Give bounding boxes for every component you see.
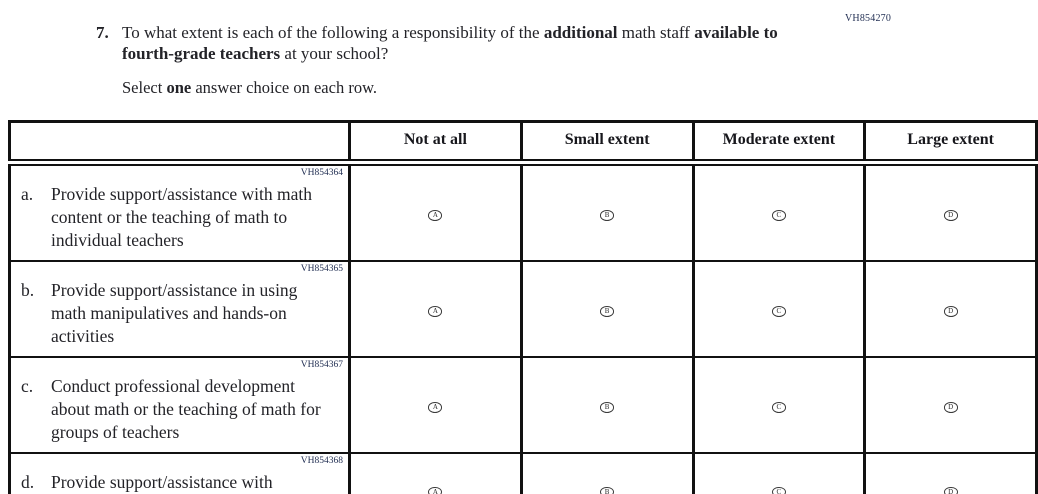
- answer-cell: C: [691, 356, 867, 454]
- column-header-2: Small extent: [519, 120, 695, 166]
- radio-option-b[interactable]: B: [600, 306, 615, 317]
- radio-option-d[interactable]: D: [943, 486, 958, 494]
- answer-cell: D: [863, 356, 1038, 454]
- row-stub-cell: VH854368 d. Provide support/assistance wit…: [8, 452, 351, 494]
- radio-letter: C: [776, 306, 782, 315]
- column-header-4: Large extent: [863, 120, 1038, 166]
- row-code: VH854365: [300, 264, 343, 274]
- answer-cell: B: [519, 356, 695, 454]
- radio-option-a[interactable]: A: [428, 306, 443, 317]
- radio-letter: D: [948, 402, 954, 411]
- row-letter: c.: [21, 376, 34, 396]
- radio-letter: A: [432, 487, 438, 494]
- row-text: Provide support/assistance in using math…: [51, 280, 298, 346]
- answer-cell: C: [691, 161, 867, 262]
- answer-cell: B: [519, 161, 695, 262]
- radio-option-d[interactable]: D: [943, 210, 958, 221]
- answer-cell: B: [519, 260, 695, 358]
- row-letter: b.: [21, 280, 35, 300]
- answer-cell: A: [348, 161, 523, 262]
- radio-letter: B: [604, 210, 610, 219]
- row-code: VH854364: [300, 168, 343, 178]
- row-letter: a.: [21, 184, 34, 204]
- table-row-a: VH854364 a. Provide support/assistance wit…: [8, 161, 1038, 262]
- radio-option-c[interactable]: C: [771, 210, 786, 221]
- row-letter: d.: [21, 472, 35, 492]
- header-row: Not at all Small extent Moderate extent Lar…: [8, 120, 1038, 166]
- table-row-d: VH854368 d. Provide support/assistance wit…: [8, 452, 1038, 494]
- question-text: To what extent is each of the following …: [122, 23, 778, 63]
- radio-letter: C: [776, 402, 782, 411]
- radio-letter: B: [604, 402, 610, 411]
- radio-option-d[interactable]: D: [943, 402, 958, 413]
- row-text: Conduct professional development about m…: [51, 376, 321, 442]
- answer-cell: A: [348, 356, 523, 454]
- answer-cell: A: [348, 452, 523, 494]
- answer-cell: D: [863, 452, 1038, 494]
- radio-option-c[interactable]: C: [771, 306, 786, 317]
- answer-cell: C: [691, 260, 867, 358]
- radio-letter: A: [432, 306, 438, 315]
- radio-letter: D: [948, 487, 954, 494]
- row-code: VH854368: [300, 456, 343, 466]
- radio-option-a[interactable]: A: [428, 210, 443, 221]
- radio-letter: D: [948, 306, 954, 315]
- radio-option-b[interactable]: B: [600, 210, 615, 221]
- table-row-b: VH854365 b. Provide support/assistance in …: [8, 260, 1038, 358]
- radio-letter: B: [604, 306, 610, 315]
- radio-letter: A: [432, 210, 438, 219]
- question-instruction: Select one answer choice on each row.: [122, 78, 378, 97]
- column-header-1: Not at all: [348, 120, 523, 166]
- radio-letter: B: [604, 487, 610, 494]
- answer-cell: D: [863, 161, 1038, 262]
- radio-option-a[interactable]: A: [428, 402, 443, 413]
- radio-letter: C: [776, 487, 782, 494]
- row-text: Provide support/assistance with math con…: [51, 184, 313, 250]
- radio-letter: D: [948, 210, 954, 219]
- radio-option-c[interactable]: C: [771, 402, 786, 413]
- answer-cell: D: [863, 260, 1038, 358]
- row-stub-cell: VH854367 c. Conduct professional developme…: [8, 356, 351, 454]
- row-stub-cell: VH854364 a. Provide support/assistance wit…: [8, 161, 351, 262]
- radio-option-b[interactable]: B: [600, 486, 615, 494]
- question-code: VH854270: [845, 13, 892, 24]
- row-code: VH854367: [300, 360, 343, 370]
- radio-option-c[interactable]: C: [771, 486, 786, 494]
- question-number: 7.: [96, 23, 109, 42]
- row-stub-cell: VH854365 b. Provide support/assistance in …: [8, 260, 351, 358]
- table-row-c: VH854367 c. Conduct professional developme…: [8, 356, 1038, 454]
- row-text: Provide support/assistance with differen…: [51, 472, 273, 492]
- answer-cell: A: [348, 260, 523, 358]
- radio-option-b[interactable]: B: [600, 402, 615, 413]
- answer-cell: C: [691, 452, 867, 494]
- question-block: 7. To what extent is each of the followi…: [96, 22, 796, 98]
- radio-letter: C: [776, 210, 782, 219]
- radio-option-a[interactable]: A: [428, 486, 443, 494]
- radio-letter: A: [432, 402, 438, 411]
- response-matrix-table: Not at all Small extent Moderate extent Lar…: [8, 120, 1038, 494]
- answer-cell: B: [519, 452, 695, 494]
- radio-option-d[interactable]: D: [943, 306, 958, 317]
- stub-header-cell: [8, 120, 351, 166]
- column-header-3: Moderate extent: [691, 120, 867, 166]
